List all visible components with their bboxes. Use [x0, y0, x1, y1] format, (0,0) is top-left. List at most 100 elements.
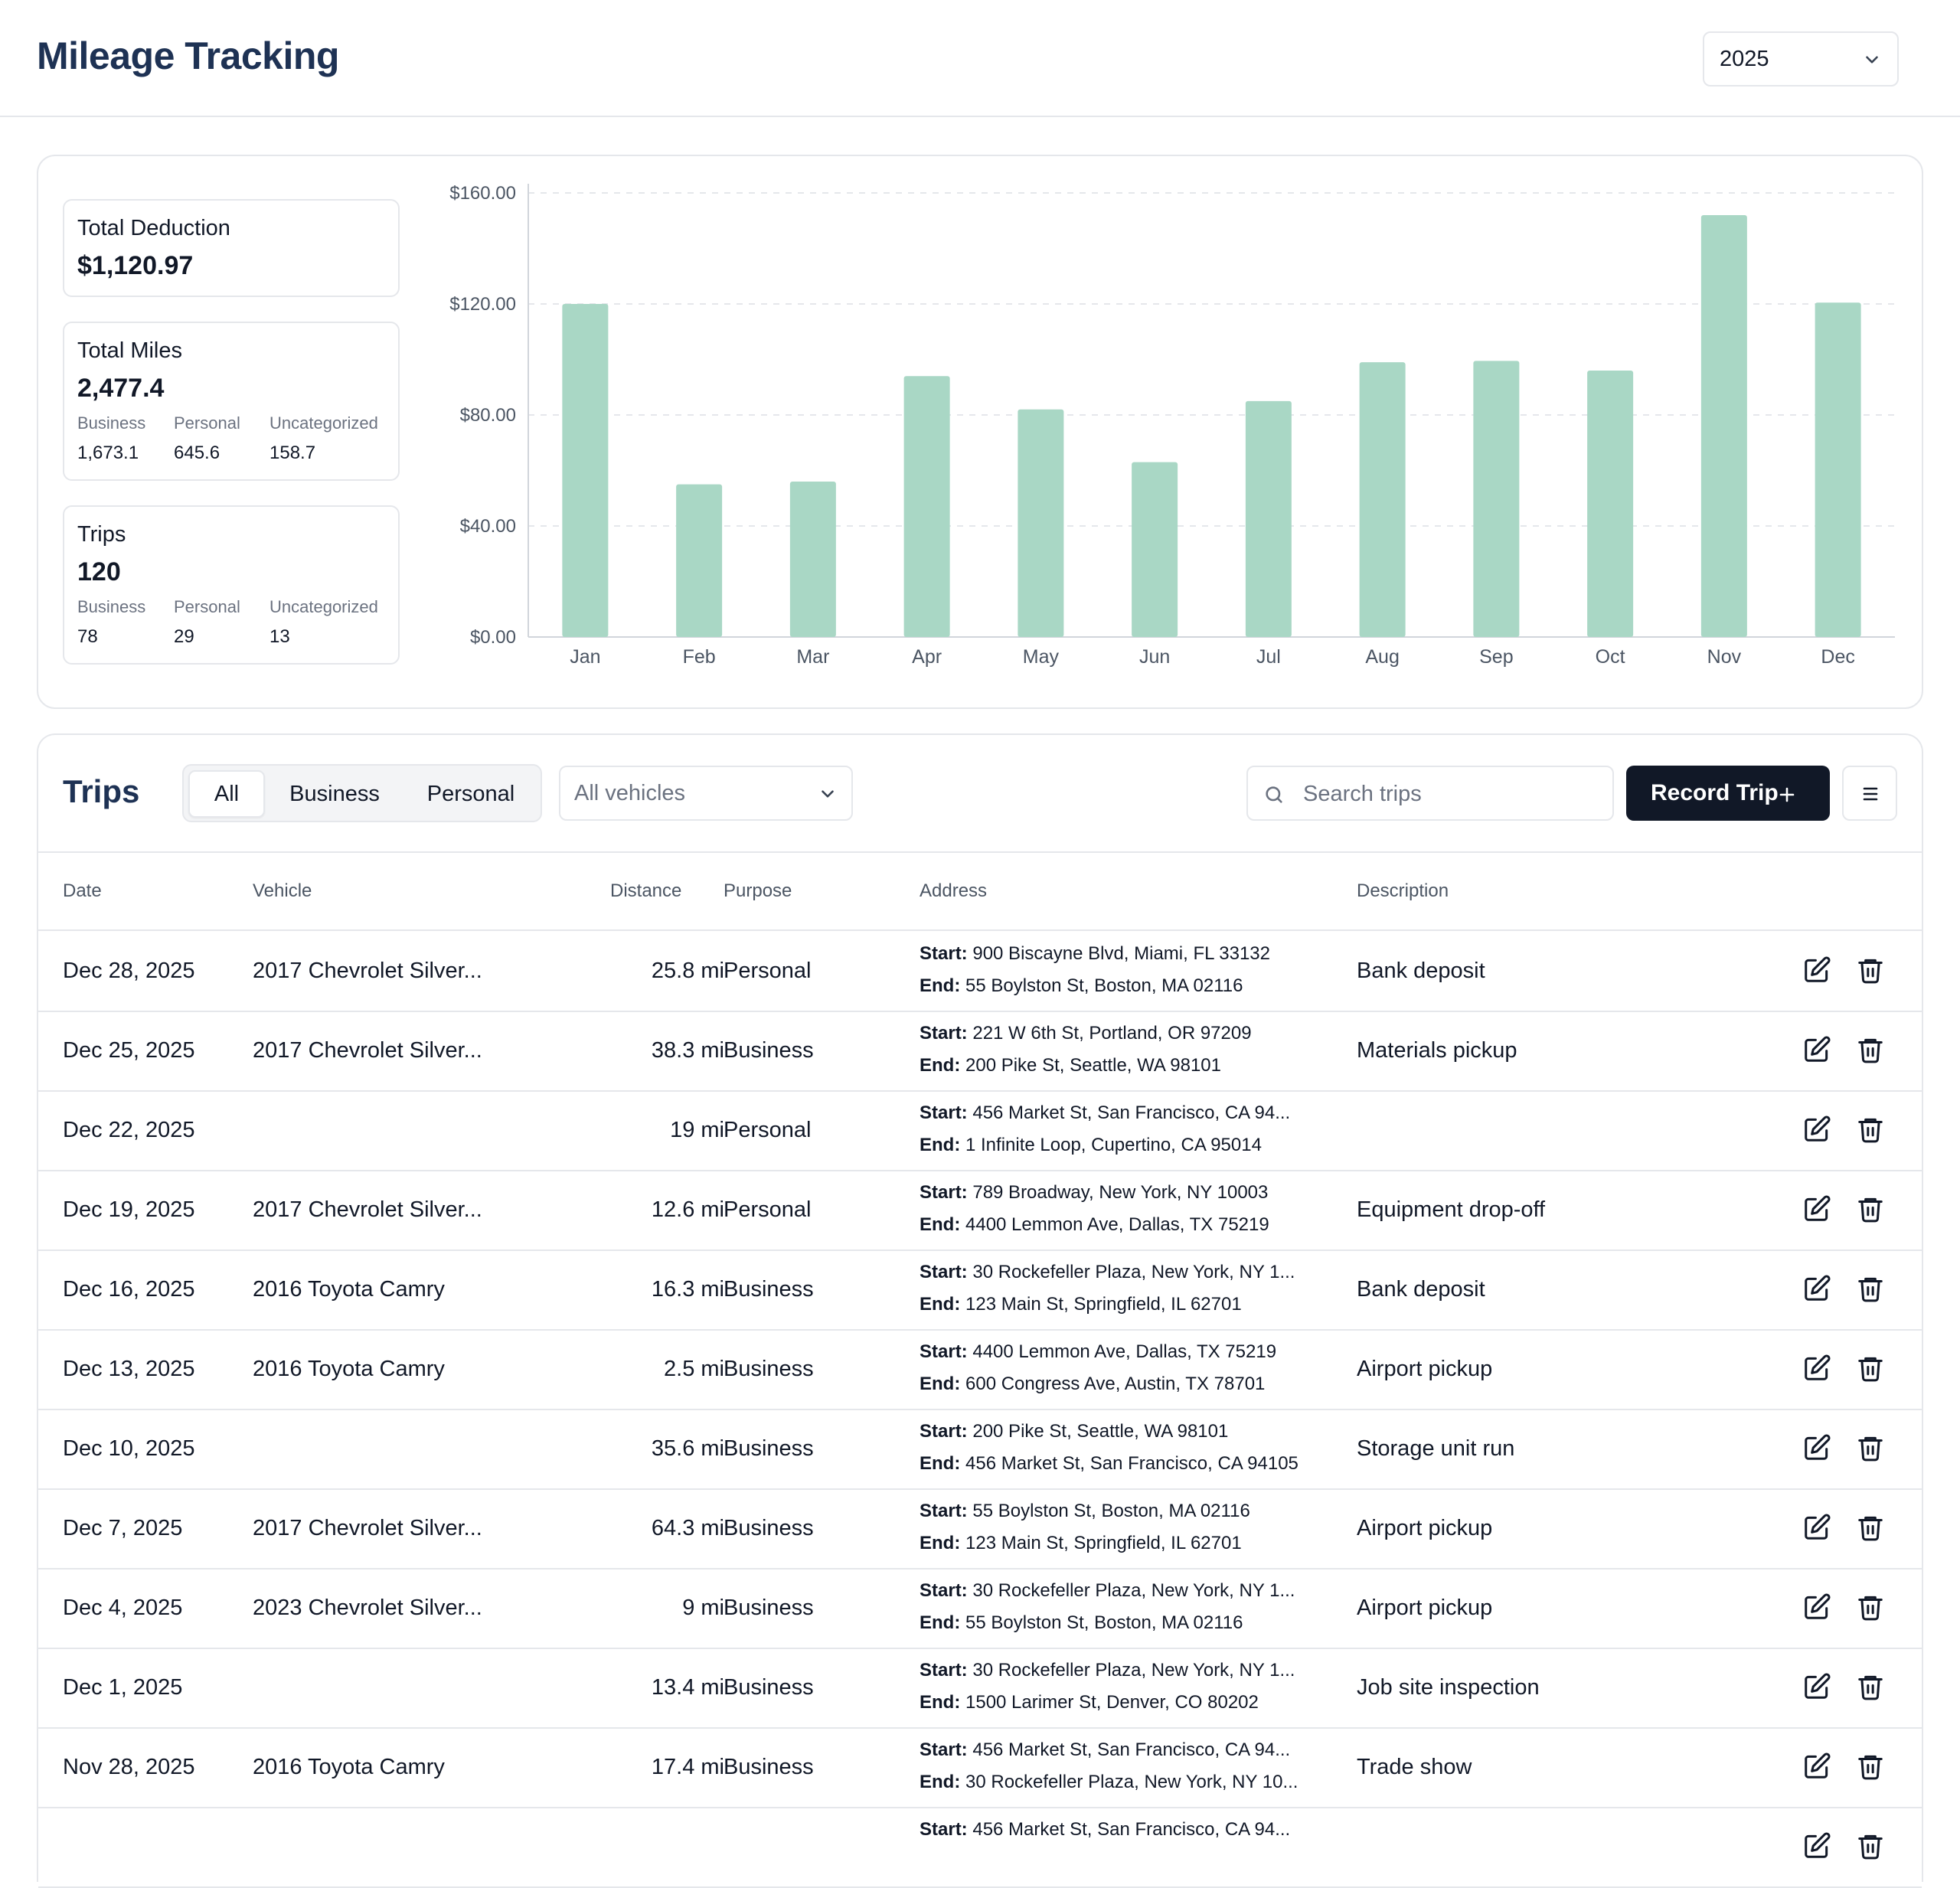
table-row[interactable]: Dec 28, 2025 2017 Chevrolet Silver... 25.8… — [38, 933, 1922, 1012]
trips-card: Trips 120 Business Personal Uncategorize… — [63, 505, 400, 665]
trash-icon[interactable] — [1856, 1354, 1885, 1387]
edit-icon[interactable] — [1802, 1274, 1831, 1307]
trash-icon[interactable] — [1856, 1433, 1885, 1466]
edit-icon[interactable] — [1802, 1433, 1831, 1466]
miles-uncategorized-value: 158.7 — [270, 443, 316, 463]
chart-bar-nov[interactable] — [1700, 215, 1747, 637]
total-deduction-card: Total Deduction $1,120.97 — [63, 199, 400, 297]
edit-icon[interactable] — [1802, 1592, 1831, 1625]
edit-icon[interactable] — [1802, 955, 1831, 988]
trip-description: Airport pickup — [1357, 1516, 1493, 1540]
chart-bar-jan[interactable] — [562, 304, 609, 637]
search-icon — [1266, 786, 1282, 803]
column-distance[interactable]: Distance — [610, 880, 682, 901]
start-label: Start: — [920, 1819, 968, 1840]
year-select[interactable]: 2025 — [1703, 31, 1899, 87]
edit-icon[interactable] — [1802, 1194, 1831, 1227]
edit-icon[interactable] — [1802, 1672, 1831, 1705]
trip-end-address: End: 1500 Larimer St, Denver, CO 80202 — [920, 1692, 1259, 1713]
end-address-value: 1500 Larimer St, Denver, CO 80202 — [965, 1692, 1259, 1713]
table-row[interactable]: Dec 10, 2025 35.6 mi Business Start: 200 Pi… — [38, 1410, 1922, 1490]
table-row[interactable]: Start: 456 Market St, San Francisco, CA … — [38, 1808, 1922, 1888]
filter-business[interactable]: Business — [289, 781, 380, 806]
start-label: Start: — [920, 1501, 968, 1521]
table-row[interactable]: Dec 19, 2025 2017 Chevrolet Silver... 12.6… — [38, 1171, 1922, 1251]
column-address[interactable]: Address — [920, 880, 988, 901]
chart-bar-may[interactable] — [1018, 409, 1064, 637]
page-header: Mileage Tracking 2025 — [0, 0, 1960, 117]
trash-icon[interactable] — [1856, 1035, 1885, 1068]
column-date[interactable]: Date — [63, 880, 102, 901]
table-row[interactable]: Dec 7, 2025 2017 Chevrolet Silver... 64.3 … — [38, 1490, 1922, 1570]
trip-end-address: End: 123 Main St, Springfield, IL 62701 — [920, 1294, 1242, 1315]
trash-icon[interactable] — [1856, 1752, 1885, 1785]
filter-personal[interactable]: Personal — [426, 781, 515, 806]
end-address-value: 55 Boylston St, Boston, MA 02116 — [965, 1612, 1243, 1633]
trash-icon[interactable] — [1856, 1115, 1885, 1148]
end-address-value: 123 Main St, Springfield, IL 62701 — [965, 1533, 1242, 1553]
end-label: End: — [920, 975, 961, 996]
trip-purpose: Business — [724, 1516, 814, 1540]
total-miles-card: Total Miles 2,477.4 Business Personal Un… — [63, 322, 400, 481]
end-address-value: 600 Congress Ave, Austin, TX 78701 — [965, 1374, 1266, 1394]
chart-bar-aug[interactable] — [1359, 362, 1406, 637]
trips-uncategorized-value: 13 — [270, 626, 290, 647]
menu-button[interactable] — [1842, 766, 1897, 821]
start-label: Start: — [920, 1102, 968, 1123]
end-label: End: — [920, 1692, 961, 1713]
table-row[interactable]: Dec 22, 2025 19 mi Personal Start: 456 Mark… — [38, 1092, 1922, 1171]
x-tick-label: Dec — [1821, 646, 1854, 668]
vehicle-select[interactable]: All vehicles — [559, 766, 853, 821]
edit-icon[interactable] — [1802, 1035, 1831, 1068]
chart-bar-jul[interactable] — [1245, 400, 1292, 637]
y-tick-label: $40.00 — [460, 516, 516, 537]
chart-bar-dec[interactable] — [1815, 302, 1861, 637]
chevron-down-icon — [1866, 56, 1878, 64]
column-description[interactable]: Description — [1357, 880, 1449, 901]
table-row[interactable]: Dec 4, 2025 2023 Chevrolet Silver... 9 mi B… — [38, 1570, 1922, 1649]
trash-icon[interactable] — [1856, 1513, 1885, 1546]
trip-description: Trade show — [1357, 1755, 1472, 1779]
trip-description: Materials pickup — [1357, 1038, 1517, 1063]
filter-all[interactable]: All — [188, 770, 265, 818]
trip-purpose: Business — [724, 1357, 814, 1381]
record-trip-button[interactable]: Record Trip — [1626, 766, 1830, 821]
column-vehicle[interactable]: Vehicle — [253, 880, 312, 901]
chart-bar-jun[interactable] — [1132, 462, 1178, 637]
trash-icon[interactable] — [1856, 1592, 1885, 1625]
monthly-deduction-chart: $0.00 $40.00 $80.00 $120.00 $160.00 Jan Feb Mar… — [429, 168, 1914, 674]
trash-icon[interactable] — [1856, 1831, 1885, 1864]
start-label: Start: — [920, 1023, 968, 1044]
trip-vehicle: 2016 Toyota Camry — [253, 1277, 445, 1302]
edit-icon[interactable] — [1802, 1115, 1831, 1148]
search-input[interactable] — [1303, 776, 1602, 812]
start-label: Start: — [920, 1421, 968, 1442]
chart-bar-apr[interactable] — [903, 376, 950, 637]
chart-bar-sep[interactable] — [1473, 361, 1520, 637]
chart-bar-feb[interactable] — [676, 484, 723, 637]
table-row[interactable]: Nov 28, 2025 2016 Toyota Camry 17.4 mi Busi… — [38, 1729, 1922, 1808]
trip-date: Nov 28, 2025 — [63, 1755, 195, 1779]
table-row[interactable]: Dec 25, 2025 2017 Chevrolet Silver... 38.3… — [38, 1012, 1922, 1092]
end-label: End: — [920, 1772, 961, 1792]
chart-bar-mar[interactable] — [789, 482, 836, 637]
table-row[interactable]: Dec 1, 2025 13.4 mi Business Start: 30 Rock… — [38, 1649, 1922, 1729]
trash-icon[interactable] — [1856, 955, 1885, 988]
trash-icon[interactable] — [1856, 1194, 1885, 1227]
column-purpose[interactable]: Purpose — [724, 880, 792, 901]
edit-icon[interactable] — [1802, 1354, 1831, 1387]
trips-count-value: 120 — [77, 557, 121, 586]
table-row[interactable]: Dec 13, 2025 2016 Toyota Camry 2.5 mi Busin… — [38, 1331, 1922, 1410]
trash-icon[interactable] — [1856, 1672, 1885, 1705]
end-label: End: — [920, 1214, 961, 1235]
edit-icon[interactable] — [1802, 1513, 1831, 1546]
chart-bar-oct[interactable] — [1587, 371, 1634, 637]
edit-icon[interactable] — [1802, 1831, 1831, 1864]
x-tick-label: Apr — [912, 646, 942, 668]
start-label: Start: — [920, 1182, 968, 1203]
table-row[interactable]: Dec 16, 2025 2016 Toyota Camry 16.3 mi Busi… — [38, 1251, 1922, 1331]
trip-start-address: Start: 4400 Lemmon Ave, Dallas, TX 75219 — [920, 1341, 1276, 1363]
total-miles-label: Total Miles — [77, 338, 182, 363]
edit-icon[interactable] — [1802, 1752, 1831, 1785]
trash-icon[interactable] — [1856, 1274, 1885, 1307]
